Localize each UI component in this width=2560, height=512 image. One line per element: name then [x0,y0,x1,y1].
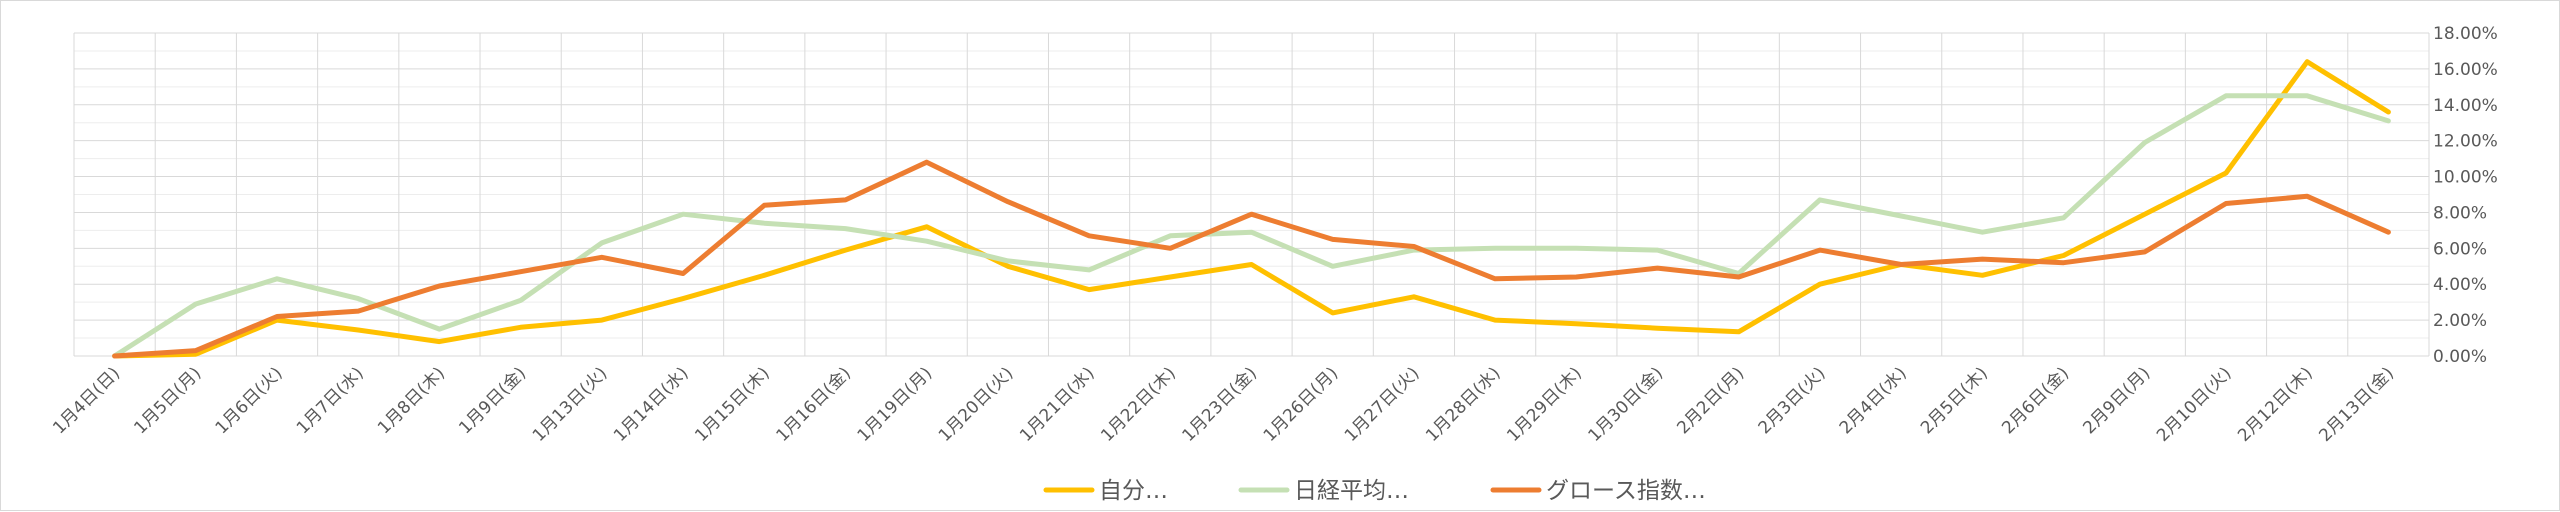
x-tick-label: 2月3日(火) [1755,363,1830,438]
y-tick-label: 6.00% [2433,239,2487,259]
legend-label-1: 自分… [1099,478,1168,504]
x-tick-label: 1月7日(水) [293,363,368,438]
series-line-2 [112,93,2391,359]
x-tick-label: 1月27日(火) [1341,363,1424,446]
y-tick-label: 14.00% [2433,96,2498,116]
x-tick-label: 1月8日(木) [374,363,449,438]
legend: 自分… 日経平均… グロース指数… [1043,478,1706,504]
x-tick-label: 2月2日(月) [1673,363,1748,438]
x-tick-label: 1月19日(月) [854,363,937,446]
y-tick-label: 10.00% [2433,168,2498,188]
legend-label-2: 日経平均… [1294,478,1409,504]
x-tick-label: 2月5日(木) [1917,363,1992,438]
x-tick-label: 1月21日(水) [1016,363,1099,446]
series-line-3 [112,159,2391,359]
x-tick-label: 2月9日(月) [2079,363,2154,438]
x-tick-label: 2月4日(水) [1836,363,1911,438]
y-tick-label: 0.00% [2433,347,2487,367]
x-tick-label: 1月4日(日) [49,363,124,438]
legend-label-3: グロース指数… [1546,478,1706,504]
x-tick-label: 1月30日(金) [1585,363,1668,446]
x-tick-label: 2月12日(木) [2234,363,2317,446]
y-tick-label: 2.00% [2433,311,2487,331]
series-line-1 [112,59,2391,359]
x-axis-tick-labels: 1月4日(日) 1月5日(月) 1月6日(火) 1月7日(水) 1月8日(木) 1月9日(… [49,363,2398,446]
x-tick-label: 1月20日(火) [935,363,1018,446]
x-tick-label: 1月29日(木) [1503,363,1586,446]
y-axis-tick-labels: 0.00% 2.00% 4.00% 6.00% 8.00% 10.00% 12.00% 14.… [2433,24,2498,367]
x-tick-label: 1月16日(金) [772,363,855,446]
y-tick-label: 12.00% [2433,132,2498,152]
x-tick-label: 1月23日(金) [1179,363,1262,446]
x-tick-label: 2月10日(火) [2153,363,2236,446]
x-tick-label: 1月5日(月) [130,363,205,438]
x-tick-label: 1月15日(木) [691,363,774,446]
series-lines [112,59,2391,359]
y-tick-label: 16.00% [2433,60,2498,80]
x-tick-label: 1月14日(水) [610,363,693,446]
gridlines [73,32,2430,357]
x-tick-label: 2月6日(金) [1998,363,2073,438]
x-tick-label: 1月13日(火) [529,363,612,446]
x-tick-label: 1月9日(金) [455,363,530,438]
x-tick-label: 1月28日(水) [1422,363,1505,446]
y-tick-label: 4.00% [2433,275,2487,295]
y-tick-label: 18.00% [2433,24,2498,44]
y-tick-label: 8.00% [2433,203,2487,223]
x-tick-label: 1月26日(月) [1260,363,1343,446]
x-tick-label: 2月13日(金) [2315,363,2398,446]
x-tick-label: 1月6日(火) [212,363,287,438]
x-tick-label: 1月22日(木) [1097,363,1180,446]
